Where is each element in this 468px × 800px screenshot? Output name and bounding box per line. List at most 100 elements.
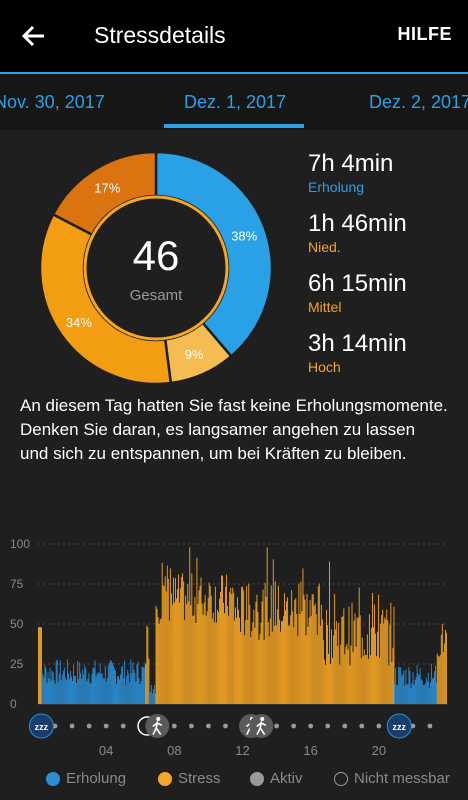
stress-bar bbox=[275, 625, 277, 704]
stress-bar bbox=[267, 622, 269, 704]
timeline-dot bbox=[427, 723, 433, 729]
stress-bar bbox=[209, 586, 211, 704]
help-button[interactable]: HILFE bbox=[397, 24, 452, 44]
stress-bar bbox=[149, 691, 151, 704]
stress-bar bbox=[221, 575, 222, 704]
stress-bar bbox=[138, 678, 140, 704]
stress-bar bbox=[253, 609, 255, 704]
stress-bar bbox=[352, 652, 354, 704]
stress-bar bbox=[321, 619, 323, 704]
stress-bar bbox=[393, 606, 395, 704]
stress-donut-chart: 38% 9% 34% 17% 46 Gesamt bbox=[38, 150, 274, 386]
stress-bar bbox=[148, 678, 150, 704]
stress-bar bbox=[314, 603, 316, 704]
stress-bar bbox=[53, 680, 55, 704]
walk-icon[interactable] bbox=[145, 714, 170, 738]
timeline-dot bbox=[325, 723, 331, 729]
stress-bar bbox=[288, 625, 290, 704]
stress-bar bbox=[401, 675, 403, 704]
stress-bar bbox=[286, 601, 288, 704]
stress-bar bbox=[71, 676, 72, 704]
date-tab-next[interactable]: Dez. 2, 2017 bbox=[369, 92, 468, 112]
stress-bar bbox=[443, 643, 445, 704]
stress-bar bbox=[351, 602, 353, 704]
stat-time: 6h 15min bbox=[308, 270, 407, 297]
stress-bar bbox=[244, 635, 246, 704]
stress-bar bbox=[211, 618, 213, 704]
stress-bar bbox=[216, 609, 218, 704]
stress-bar bbox=[418, 674, 420, 704]
stress-bar bbox=[296, 613, 298, 704]
stress-bar bbox=[357, 617, 359, 704]
stress-bar bbox=[81, 678, 83, 704]
stress-bar bbox=[236, 617, 237, 704]
stress-bar bbox=[313, 606, 315, 704]
stress-bar bbox=[256, 594, 258, 704]
stress-bar bbox=[241, 586, 243, 704]
date-tab-previous[interactable]: Nov. 30, 2017 bbox=[0, 92, 105, 112]
stress-bar bbox=[405, 669, 407, 704]
stress-bar bbox=[62, 670, 64, 704]
y-tick-label: 50 bbox=[10, 617, 24, 631]
stress-bar bbox=[353, 620, 355, 704]
stress-bar bbox=[46, 682, 48, 704]
stress-bar bbox=[421, 680, 423, 704]
stress-bar bbox=[367, 658, 369, 704]
stress-bar bbox=[387, 620, 389, 704]
donut-percent-label: 34% bbox=[66, 315, 92, 330]
stress-bar bbox=[106, 677, 108, 704]
stress-bar bbox=[375, 633, 376, 704]
stress-bar bbox=[198, 590, 200, 704]
svg-text:zzz: zzz bbox=[35, 722, 49, 732]
sleep-icon[interactable]: zzz bbox=[386, 713, 412, 739]
stress-bar bbox=[186, 603, 188, 704]
stress-bar bbox=[75, 675, 77, 704]
stress-bar bbox=[254, 627, 256, 704]
stress-bar bbox=[205, 615, 207, 704]
stress-bar bbox=[74, 675, 76, 704]
timeline-dot bbox=[359, 723, 365, 729]
page-title: Stressdetails bbox=[94, 22, 226, 48]
stress-bar bbox=[82, 669, 84, 704]
stress-bar bbox=[327, 625, 328, 704]
y-tick-label: 75 bbox=[10, 577, 24, 591]
stress-bar bbox=[300, 581, 302, 704]
stress-bar bbox=[169, 568, 171, 704]
stress-bar bbox=[269, 618, 271, 704]
stress-stats: 7h 4min Erholung 1h 46min Nied. 6h 15min… bbox=[308, 150, 468, 390]
stress-bar bbox=[397, 684, 399, 704]
stress-bar bbox=[432, 678, 433, 704]
stress-score: 46 bbox=[133, 232, 180, 279]
stress-bar bbox=[243, 590, 245, 704]
stress-bar bbox=[161, 562, 163, 704]
stress-bar bbox=[349, 665, 351, 704]
stress-bar bbox=[203, 602, 205, 704]
stress-bar bbox=[136, 664, 138, 704]
date-tab-current[interactable]: Dez. 1, 2017 bbox=[184, 92, 287, 112]
stress-bar bbox=[290, 615, 292, 704]
stress-bar bbox=[224, 613, 225, 704]
walk-icon[interactable] bbox=[249, 714, 274, 738]
stress-bar bbox=[101, 673, 103, 704]
back-arrow-icon[interactable] bbox=[18, 20, 50, 52]
legend-aktiv: Aktiv bbox=[250, 770, 303, 787]
stress-bar bbox=[187, 583, 189, 704]
stress-bar bbox=[131, 673, 133, 704]
stress-bar bbox=[395, 667, 397, 704]
stress-bar bbox=[88, 673, 90, 704]
x-tick-label: 12 bbox=[235, 743, 249, 758]
sleep-icon[interactable]: zzz bbox=[28, 713, 54, 739]
stress-bar bbox=[372, 592, 373, 704]
stress-bar bbox=[390, 602, 392, 704]
stress-bar bbox=[235, 607, 236, 704]
stress-bar bbox=[70, 670, 71, 704]
stress-bar bbox=[294, 600, 296, 704]
stress-bar bbox=[84, 665, 86, 704]
stress-bar bbox=[419, 668, 421, 704]
stress-bar bbox=[66, 659, 68, 704]
stress-bar bbox=[57, 681, 59, 704]
stress-bar bbox=[167, 578, 169, 704]
stress-bar bbox=[247, 619, 249, 704]
stress-bar bbox=[153, 685, 155, 704]
stress-bar bbox=[181, 577, 183, 704]
